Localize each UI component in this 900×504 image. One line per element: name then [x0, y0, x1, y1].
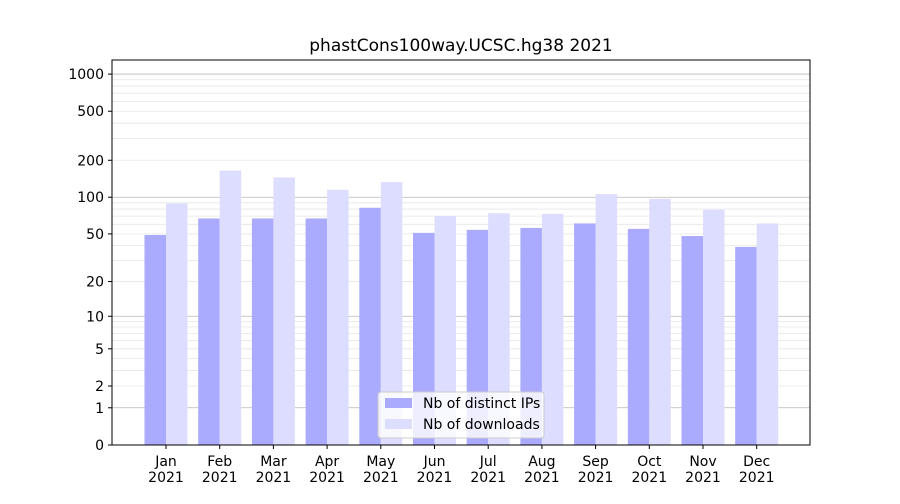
bar — [703, 209, 725, 445]
x-tick-month: May — [366, 454, 395, 470]
y-tick-label: 50 — [86, 227, 104, 243]
y-tick-label: 2 — [95, 379, 104, 395]
x-tick-year: 2021 — [470, 470, 506, 486]
legend-box — [377, 391, 545, 439]
x-tick-year: 2021 — [578, 470, 614, 486]
x-tick-month: Apr — [315, 454, 339, 470]
legend: Nb of distinct IPs Nb of downloads — [377, 391, 545, 439]
x-tick-month: Jul — [479, 454, 497, 470]
x-tick-month: Feb — [207, 454, 232, 470]
bar — [574, 223, 596, 445]
bar — [380, 182, 403, 445]
y-tick-label: 1000 — [68, 67, 104, 83]
x-tick-year: 2021 — [631, 470, 667, 486]
y-tick-label: 100 — [77, 190, 104, 206]
bar — [305, 218, 328, 445]
x-tick-label: Jan 2021 — [148, 454, 184, 486]
legend-swatch — [385, 398, 412, 408]
y-tick-label: 5 — [95, 342, 104, 358]
y-tick-label: 20 — [86, 275, 104, 291]
legend-label: Nb of downloads — [423, 417, 540, 433]
legend-label: Nb of distinct IPs — [423, 396, 540, 412]
x-tick-label: Nov 2021 — [685, 454, 721, 486]
y-tick-label: 200 — [77, 153, 104, 169]
bar — [273, 177, 295, 445]
x-tick-year: 2021 — [685, 470, 721, 486]
x-tick-label: Aug 2021 — [524, 454, 560, 486]
bar — [488, 213, 510, 445]
x-tick-month: Aug — [528, 454, 555, 470]
x-tick-label: Oct 2021 — [631, 454, 667, 486]
y-tick-label: 10 — [86, 309, 104, 325]
plot-frame — [111, 59, 811, 446]
bar — [681, 236, 703, 445]
bar — [166, 203, 188, 445]
x-tick-month: Mar — [260, 454, 287, 470]
legend-swatch — [385, 419, 412, 429]
y-tick-label: 1 — [95, 401, 104, 417]
chart-title: phastCons100way.UCSC.hg38 2021 — [309, 36, 612, 56]
bar — [735, 246, 757, 445]
bar — [359, 207, 381, 445]
bar — [198, 218, 220, 445]
x-tick-year: 2021 — [309, 470, 345, 486]
bar — [541, 213, 564, 445]
x-tick-month: Nov — [689, 454, 716, 470]
x-tick-year: 2021 — [202, 470, 238, 486]
x-tick-year: 2021 — [148, 470, 184, 486]
x-tick-label: May 2021 — [363, 454, 399, 486]
bar — [466, 229, 489, 445]
bar — [649, 198, 671, 445]
bar — [219, 170, 242, 445]
x-tick-month: Dec — [743, 454, 770, 470]
x-tick-year: 2021 — [524, 470, 560, 486]
bar — [520, 227, 542, 445]
bar — [327, 189, 349, 445]
y-tick-label: 0 — [95, 438, 104, 454]
y-axis: 0 1 2 5 10 20 50 100 200 500 1000 — [68, 67, 112, 454]
x-tick-label: Jun 2021 — [417, 454, 453, 486]
x-tick-label: Sep 2021 — [578, 454, 614, 486]
bar — [434, 216, 456, 445]
bar — [756, 223, 779, 445]
bar — [144, 234, 166, 445]
x-tick-year: 2021 — [739, 470, 775, 486]
x-tick-month: Jun — [423, 454, 446, 470]
x-tick-month: Oct — [637, 454, 662, 470]
x-tick-label: Apr 2021 — [309, 454, 345, 486]
legend-items: Nb of distinct IPs Nb of downloads — [385, 396, 540, 433]
x-tick-year: 2021 — [363, 470, 399, 486]
y-tick-label: 500 — [77, 104, 104, 120]
x-tick-month: Sep — [582, 454, 609, 470]
x-tick-label: Jul 2021 — [470, 454, 506, 486]
x-tick-label: Dec 2021 — [739, 454, 775, 486]
x-tick-label: Feb 2021 — [202, 454, 238, 486]
bar — [627, 228, 650, 445]
bar — [251, 218, 274, 445]
bar — [595, 194, 618, 445]
x-tick-year: 2021 — [417, 470, 453, 486]
x-tick-label: Mar 2021 — [256, 454, 292, 486]
x-tick-month: Jan — [154, 454, 177, 470]
x-tick-year: 2021 — [256, 470, 292, 486]
